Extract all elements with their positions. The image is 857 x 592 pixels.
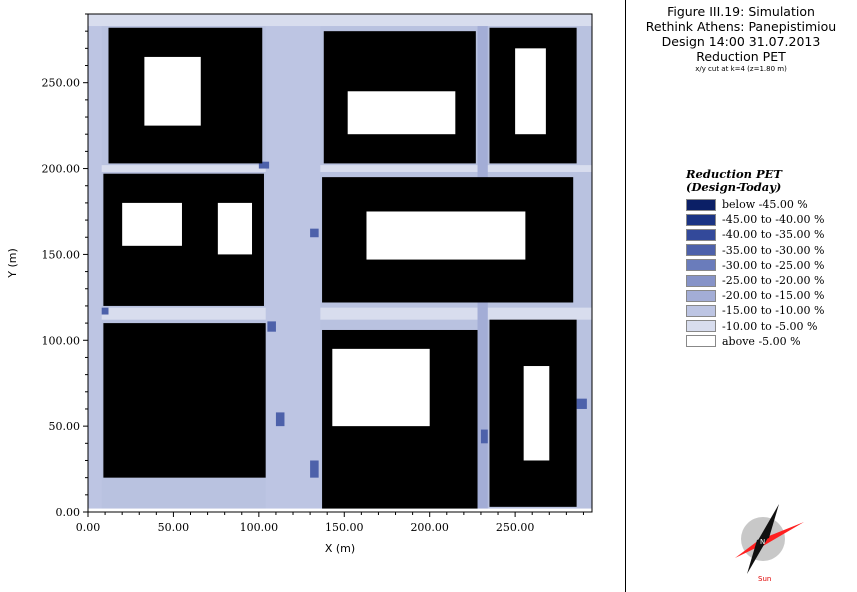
figure-title-block: Figure III.19: Simulation Rethink Athens… — [636, 4, 846, 75]
courtyard-area — [347, 91, 456, 135]
legend-item: below -45.00 % — [686, 197, 824, 212]
value-patch — [310, 460, 319, 478]
legend-title: Reduction PET (Design-Today) — [686, 168, 824, 194]
north-letter: N — [760, 538, 765, 546]
legend-label: -25.00 to -20.00 % — [722, 274, 825, 288]
value-patch — [310, 228, 319, 238]
quantity-title: Reduction PET — [696, 49, 786, 64]
north-needle — [757, 504, 779, 542]
value-patch — [275, 412, 285, 427]
courtyard-area — [515, 48, 546, 135]
courtyard-area — [217, 202, 253, 255]
legend-item: -25.00 to -20.00 % — [686, 273, 824, 288]
legend-swatch — [686, 198, 716, 211]
legend-swatch — [686, 274, 716, 287]
legend-swatch — [686, 335, 716, 348]
x-tick-label: 50.00 — [158, 521, 190, 534]
value-patch — [480, 429, 488, 444]
south-needle — [747, 536, 769, 574]
legend-label: -45.00 to -40.00 % — [722, 213, 825, 227]
value-band — [88, 14, 592, 27]
legend-item: above -5.00 % — [686, 334, 824, 349]
courtyard-area — [523, 366, 550, 461]
legend-title-line-2: (Design-Today) — [686, 180, 782, 194]
figure-title: Figure III.19: Simulation — [667, 4, 815, 19]
x-tick-label: 0.00 — [76, 521, 101, 534]
legend-item: -35.00 to -30.00 % — [686, 243, 824, 258]
value-patch — [258, 161, 270, 169]
legend-item: -45.00 to -40.00 % — [686, 212, 824, 227]
legend-label: -35.00 to -30.00 % — [722, 243, 825, 257]
x-tick-label: 200.00 — [410, 521, 449, 534]
legend-swatch — [686, 289, 716, 302]
building-block — [103, 323, 266, 478]
courtyard-area — [144, 56, 201, 126]
compass-rose-icon: N — [735, 504, 804, 574]
value-patch — [101, 307, 109, 315]
legend-label: -10.00 to -5.00 % — [722, 319, 818, 333]
x-axis-title: X (m) — [325, 542, 355, 555]
legend-swatch — [686, 320, 716, 333]
legend-item: -30.00 to -25.00 % — [686, 258, 824, 273]
legend-swatch — [686, 259, 716, 272]
value-band — [265, 14, 321, 512]
legend-label: -20.00 to -15.00 % — [722, 289, 825, 303]
legend: Reduction PET (Design-Today) below -45.0… — [686, 168, 824, 349]
y-tick-label: 0.00 — [56, 506, 81, 519]
legend-label: -40.00 to -35.00 % — [722, 228, 825, 242]
legend-items: below -45.00 % -45.00 to -40.00 % -40.00 t… — [686, 197, 824, 349]
y-tick-label: 50.00 — [49, 420, 81, 433]
x-tick-label: 150.00 — [325, 521, 364, 534]
legend-label: above -5.00 % — [722, 334, 801, 348]
legend-item: -40.00 to -35.00 % — [686, 227, 824, 242]
legend-item: -10.00 to -5.00 % — [686, 319, 824, 334]
courtyard-area — [366, 211, 526, 260]
plot-area — [88, 14, 592, 512]
legend-label: -30.00 to -25.00 % — [722, 258, 825, 272]
x-tick-label: 250.00 — [496, 521, 535, 534]
cut-info: x/y cut at k=4 (z=1.80 m) — [695, 65, 787, 73]
project-title: Rethink Athens: Panepistimiou — [645, 19, 837, 34]
sun-arrow-head — [763, 522, 804, 546]
legend-swatch — [686, 213, 716, 226]
value-band — [88, 307, 592, 320]
value-patch — [267, 321, 276, 332]
sun-label: Sun — [758, 575, 772, 583]
legend-label: below -45.00 % — [722, 198, 808, 212]
scenario-title: Design 14:00 31.07.2013 — [661, 34, 821, 49]
y-tick-label: 250.00 — [42, 77, 81, 90]
panel-divider — [625, 0, 626, 592]
x-tick-label: 100.00 — [240, 521, 279, 534]
y-tick-label: 150.00 — [42, 248, 81, 261]
legend-swatch — [686, 304, 716, 317]
legend-title-line-1: Reduction PET — [686, 167, 782, 181]
axes: 0.00 50.00 100.00 150.00 200.00 250.00 0.00 50.… — [6, 13, 593, 555]
y-tick-label: 100.00 — [42, 334, 81, 347]
legend-swatch — [686, 244, 716, 257]
courtyard-area — [122, 202, 182, 246]
legend-item: -20.00 to -15.00 % — [686, 288, 824, 303]
legend-item: -15.00 to -10.00 % — [686, 303, 824, 318]
value-band — [88, 165, 592, 172]
plot-frame — [87, 13, 593, 513]
value-band — [88, 508, 592, 512]
value-patch — [576, 398, 587, 409]
courtyard-area — [332, 348, 430, 427]
y-axis-title: Y (m) — [6, 248, 19, 279]
y-tick-label: 200.00 — [42, 163, 81, 176]
value-band — [88, 14, 102, 512]
legend-label: -15.00 to -10.00 % — [722, 304, 825, 318]
legend-swatch — [686, 228, 716, 241]
